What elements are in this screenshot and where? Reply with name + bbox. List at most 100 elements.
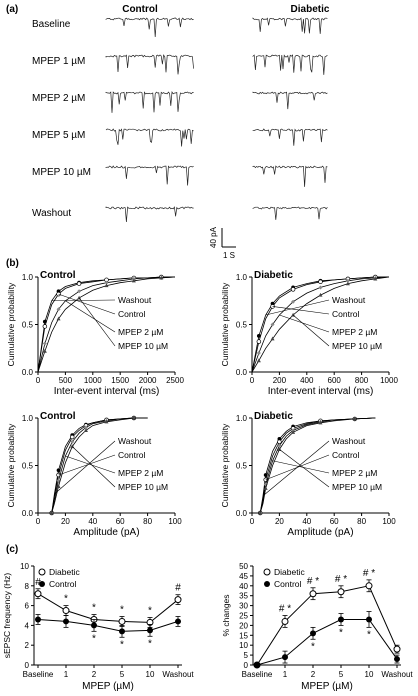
data-point <box>56 484 61 488</box>
data-point <box>318 279 323 285</box>
legend-callout-line <box>265 454 330 481</box>
data-point <box>270 336 275 341</box>
current-trace <box>105 128 194 147</box>
panel-a: (a) Control Diabetic Baseline MPEP 1 µM MP… <box>6 4 330 260</box>
x-tick-label: 10 <box>146 670 155 679</box>
legend-callout-line <box>272 306 330 315</box>
significance-mark: # * <box>363 568 375 579</box>
cdf-control-amplitude: 0 20 40 60 80 100 0.0 0.5 1.0 Amplitude (pA) Cumul… <box>6 411 182 538</box>
legend-callout-line <box>51 299 116 302</box>
y-tick-label: 20 <box>239 621 248 630</box>
row-label: Washout <box>32 208 71 219</box>
y-axis-label: % changes <box>221 594 231 636</box>
x-tick-label: 1000 <box>380 376 398 385</box>
significance-mark: # <box>35 577 41 588</box>
x-tick-label: 80 <box>357 517 366 526</box>
data-point <box>76 281 82 286</box>
y-tick-label: 1.0 <box>236 414 248 423</box>
data-point <box>42 341 47 346</box>
legend-callout-line <box>262 440 330 497</box>
legend-callout-line <box>54 440 116 495</box>
data-point <box>373 276 378 281</box>
legend-label: Control <box>49 579 77 589</box>
legend-label: Washout <box>332 295 366 305</box>
traces-diabetic <box>252 17 328 220</box>
x-tick-label: 0 <box>250 376 255 385</box>
data-point <box>256 351 261 355</box>
legend-label: MPEP 10 µM <box>332 341 382 351</box>
data-point <box>254 662 260 668</box>
x-tick-label: 1500 <box>111 376 129 385</box>
x-tick-label: Baseline <box>23 670 54 679</box>
data-point <box>175 618 181 625</box>
data-point <box>159 275 164 280</box>
y-tick-label: 2 <box>25 641 30 650</box>
x-tick-label: 5 <box>120 670 125 679</box>
legend-callout-line <box>279 449 330 488</box>
data-point <box>42 348 47 353</box>
x-tick-label: 2500 <box>166 376 184 385</box>
cdf-control-interval: 0 500 1000 1500 2000 2500 0.0 0.5 1.0 Inter-event… <box>6 270 184 397</box>
row-label: MPEP 5 µM <box>32 130 85 141</box>
data-point <box>318 285 323 290</box>
x-axis-label: MPEP (µM) <box>82 681 134 692</box>
data-point <box>83 428 88 432</box>
y-tick-label: 0.5 <box>22 321 34 330</box>
y-tick-label: 0.0 <box>236 368 248 377</box>
legend-callout-line <box>65 455 116 474</box>
legend-label: MPEP 2 µM <box>118 468 163 478</box>
panel-b-label: (b) <box>6 258 19 269</box>
traces-control <box>105 17 194 223</box>
cdf-curve <box>252 417 376 514</box>
data-point <box>270 322 275 327</box>
y-tick-label: 1.0 <box>22 273 34 282</box>
cdf-curve <box>38 417 148 514</box>
data-point <box>256 358 261 363</box>
y-axis-label: Cumulative probability <box>220 423 230 507</box>
data-point <box>352 416 357 421</box>
data-point <box>131 415 136 420</box>
y-tick-label: 50 <box>239 562 248 571</box>
x-tick-label: Washout <box>381 670 413 679</box>
x-axis-label: Amplitude (pA) <box>287 527 353 538</box>
x-tick-label: 0 <box>36 517 41 526</box>
x-tick-label: 2000 <box>139 376 157 385</box>
significance-mark: * <box>148 638 152 649</box>
data-point <box>345 278 350 283</box>
y-tick-label: 25 <box>239 612 248 621</box>
x-tick-label: 200 <box>273 376 287 385</box>
significance-mark: * <box>120 639 124 650</box>
data-point <box>365 582 373 590</box>
data-point <box>56 316 61 321</box>
x-tick-label: 0 <box>36 376 41 385</box>
chart-title: Control <box>40 270 76 281</box>
x-tick-label: 40 <box>302 517 311 526</box>
series-line <box>256 619 398 666</box>
y-tick-label: 0.5 <box>22 462 34 471</box>
data-point <box>147 627 153 634</box>
x-tick-label: 5 <box>339 670 344 679</box>
significance-mark: * <box>148 605 152 616</box>
x-tick-label: 20 <box>275 517 284 526</box>
current-trace <box>105 90 194 113</box>
x-tick-label: 1 <box>283 670 288 679</box>
data-point <box>263 486 268 490</box>
legend-label: Control <box>274 579 302 589</box>
current-trace <box>105 165 194 186</box>
y-tick-label: 8 <box>25 582 30 591</box>
data-point <box>290 287 296 292</box>
data-point <box>104 283 109 288</box>
data-point <box>49 510 54 515</box>
y-tick-label: 10 <box>239 641 248 650</box>
chart-title: Diabetic <box>254 411 293 422</box>
column-title-control: Control <box>122 4 158 15</box>
x-tick-label: 800 <box>355 376 369 385</box>
legend-marker <box>264 581 270 587</box>
current-trace <box>252 165 328 187</box>
panel-a-label: (a) <box>6 4 18 15</box>
frequency-chart: 0 2 4 6 8 10 Baseline 1 2 5 10 Washout MPEP (µM) sEPS… <box>2 562 194 692</box>
data-point <box>291 430 296 434</box>
data-point <box>318 420 323 425</box>
